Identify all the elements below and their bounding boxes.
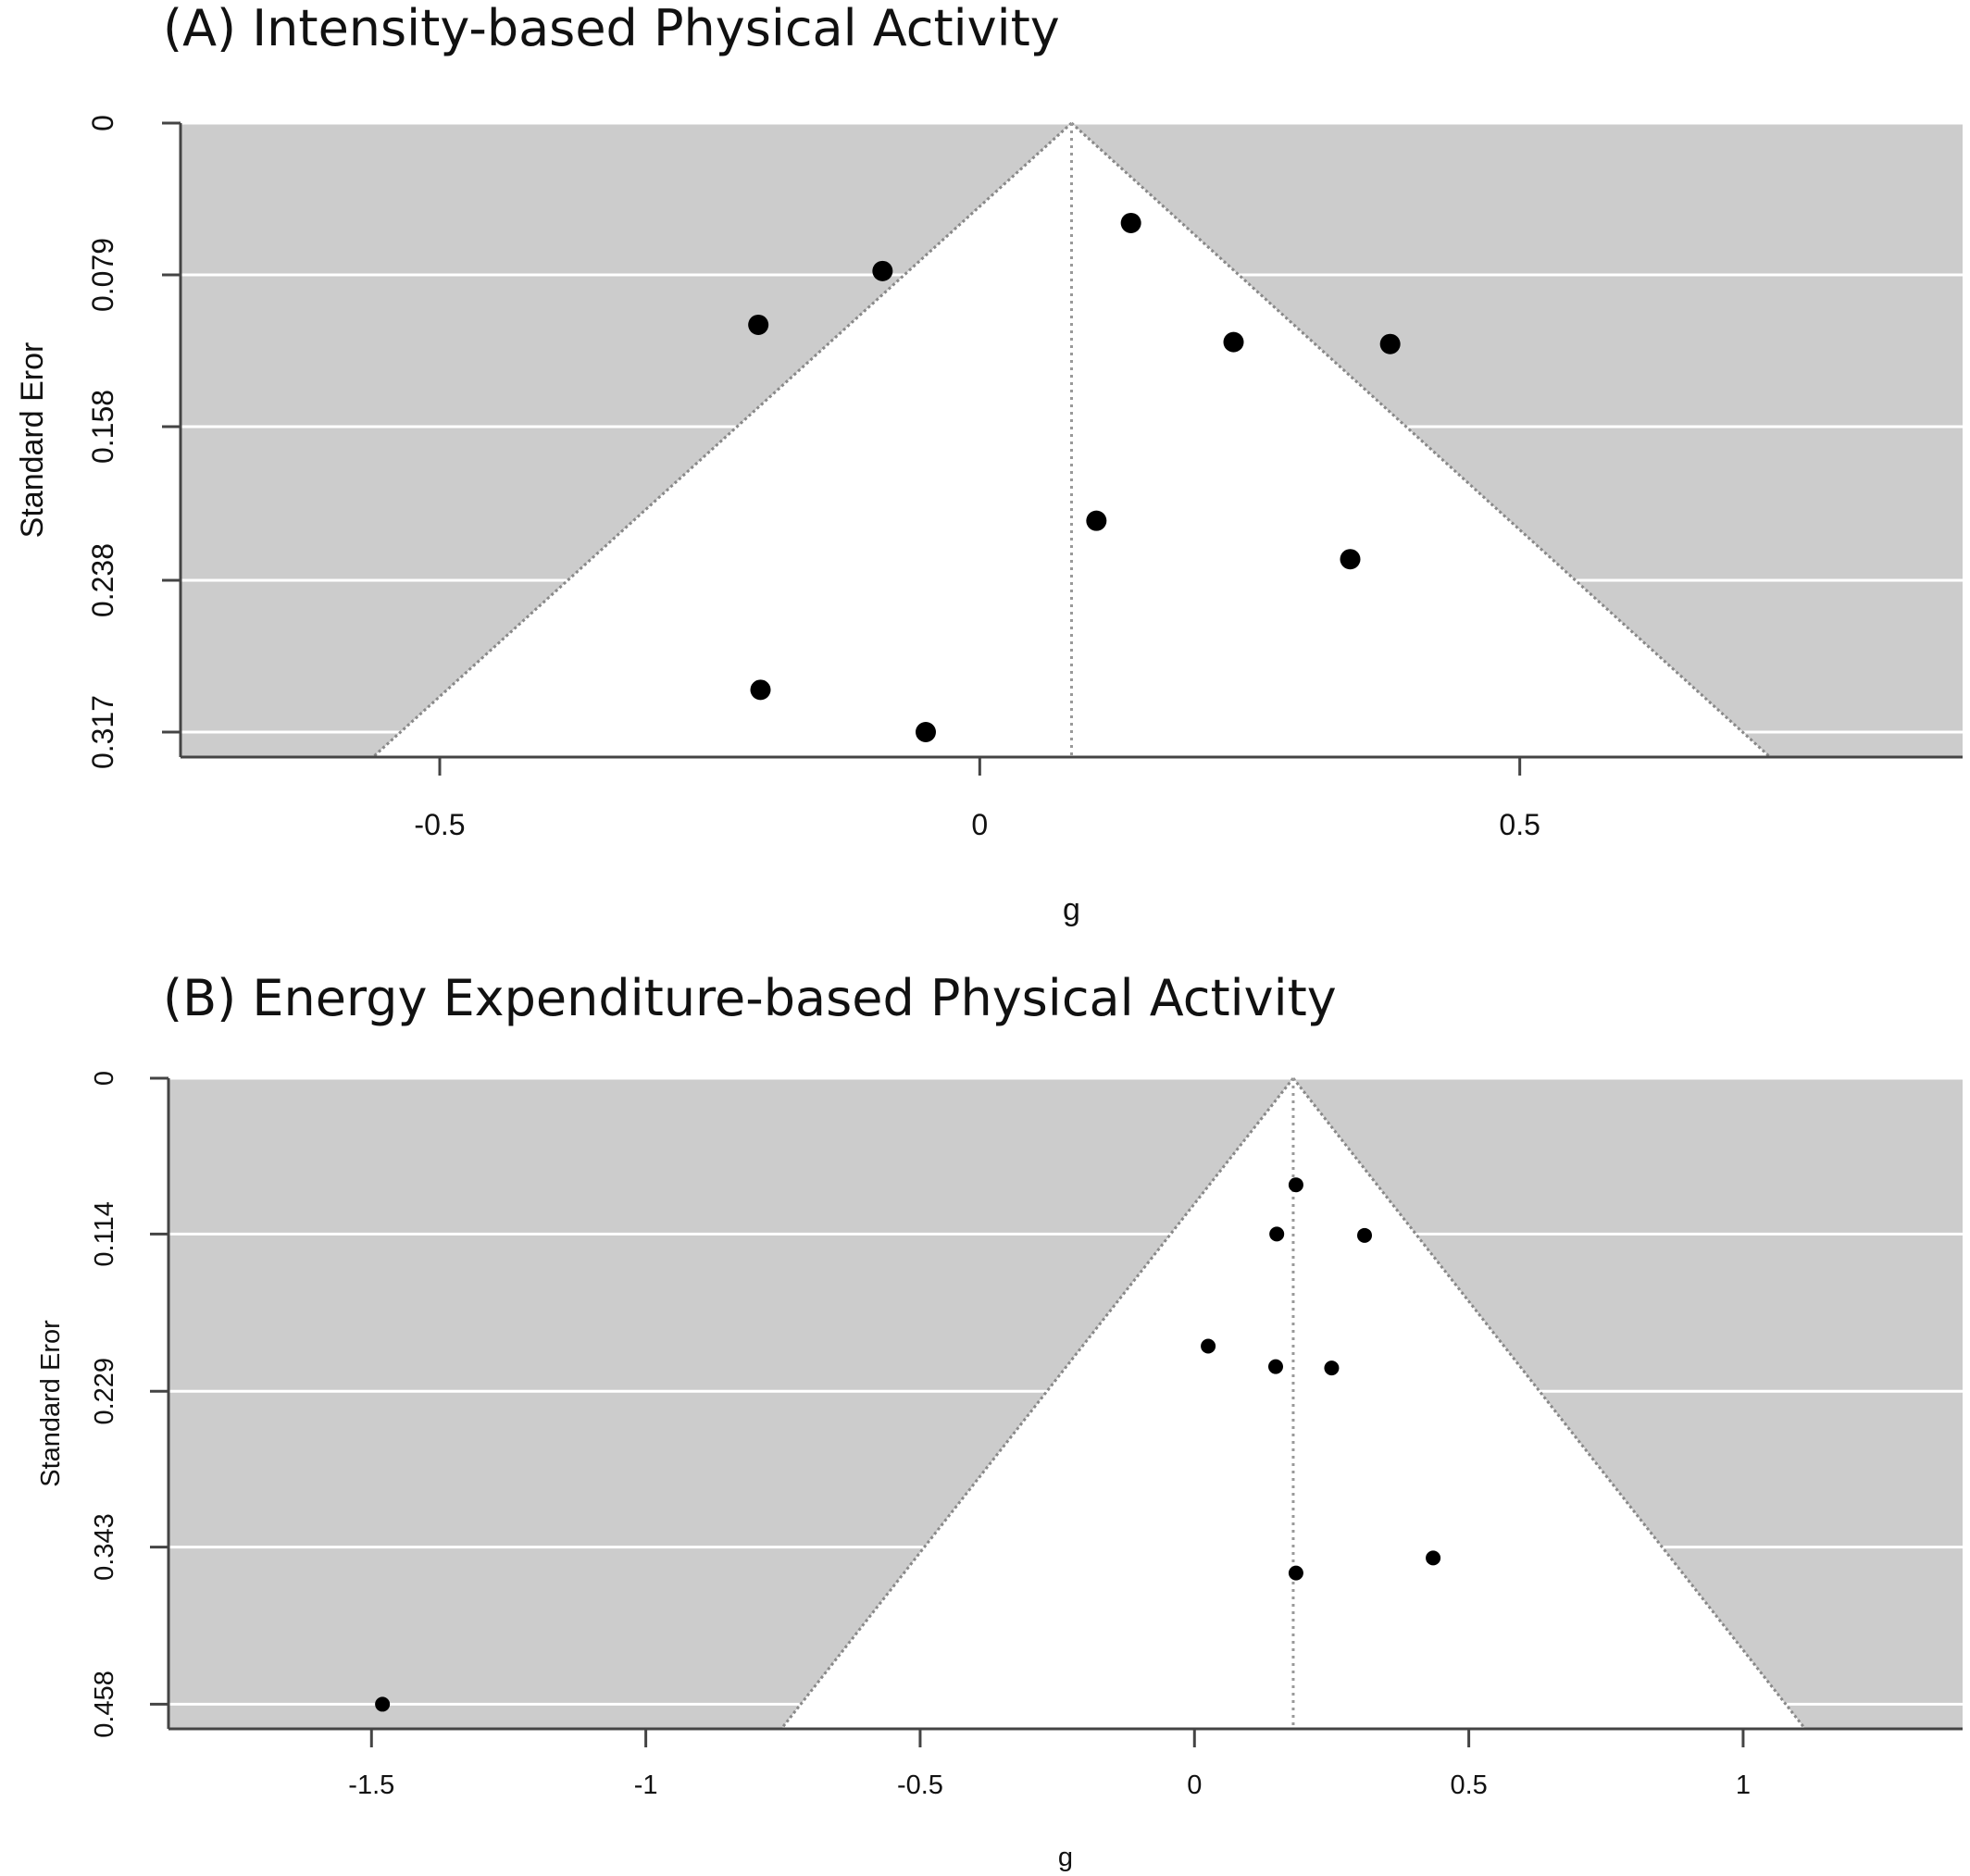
funnel-plot-b-canvas: 0 0.114 0.229 0.343 0.458 -1.5 -1 -0.5 0 0.5 1 g Sta… [36,1071,1963,1872]
funnel-right-edge [1291,1077,1807,1730]
data-point [1269,1226,1285,1242]
x-tick-label: -0.5 [897,1770,943,1800]
data-point [1288,1177,1303,1193]
funnel-region [372,123,1771,757]
data-point [1201,1338,1216,1354]
data-point [1324,1360,1340,1376]
data-point [1357,1227,1372,1243]
x-tick-label: 0.5 [1499,808,1540,841]
data-point [748,314,769,335]
data-point [1288,1565,1303,1581]
x-tick-label: 0 [971,808,988,841]
x-tick-label: 1 [1736,1770,1751,1800]
funnel-right-edge [1070,121,1772,759]
funnel-plot-b: (B) Energy Expenditure-based Physical Ac… [0,953,1970,1876]
y-tick-label: 0.114 [90,1201,119,1266]
data-point [1267,1359,1283,1374]
data-point [375,1696,391,1712]
data-point [1379,333,1401,354]
x-axis-label: g [1058,1843,1073,1872]
x-tick-label: -1 [634,1770,658,1800]
data-point [916,722,936,743]
y-tick-label: 0 [86,115,119,131]
y-tick-label: 0.343 [90,1513,119,1581]
funnel-region [781,1078,1805,1729]
y-axis-label: Standard Eror [36,1320,66,1487]
y-tick-label: 0.229 [90,1358,119,1425]
data-point [1086,510,1107,531]
y-tick-label: 0 [90,1071,119,1086]
data-point [750,679,771,701]
x-tick-label: -1.5 [348,1770,394,1800]
y-axis-label: Standard Eror [15,342,50,539]
data-point [1426,1550,1441,1566]
y-tick-label: 0.317 [86,695,119,769]
funnel-left-edge [371,121,1073,759]
y-tick-label: 0.238 [86,543,119,617]
data-point [1223,331,1244,353]
data-point [872,260,893,281]
y-tick-label: 0.158 [86,390,119,464]
chart-title: (A) Intensity-based Physical Activity [163,0,1060,57]
y-tick-label: 0.079 [86,238,119,312]
x-tick-label: 0 [1187,1770,1202,1800]
data-point [1340,549,1361,570]
x-tick-label: 0.5 [1450,1770,1487,1800]
funnel-left-edge [779,1077,1295,1730]
x-axis-label: g [1063,892,1080,927]
chart-title: (B) Energy Expenditure-based Physical Ac… [163,969,1337,1027]
data-point [1120,212,1141,233]
y-tick-label: 0.458 [90,1671,119,1738]
funnel-plot-a-canvas: 0 0.079 0.158 0.238 0.317 -0.5 0 0.5 g Standard E… [15,115,1963,927]
x-tick-label: -0.5 [414,808,465,841]
